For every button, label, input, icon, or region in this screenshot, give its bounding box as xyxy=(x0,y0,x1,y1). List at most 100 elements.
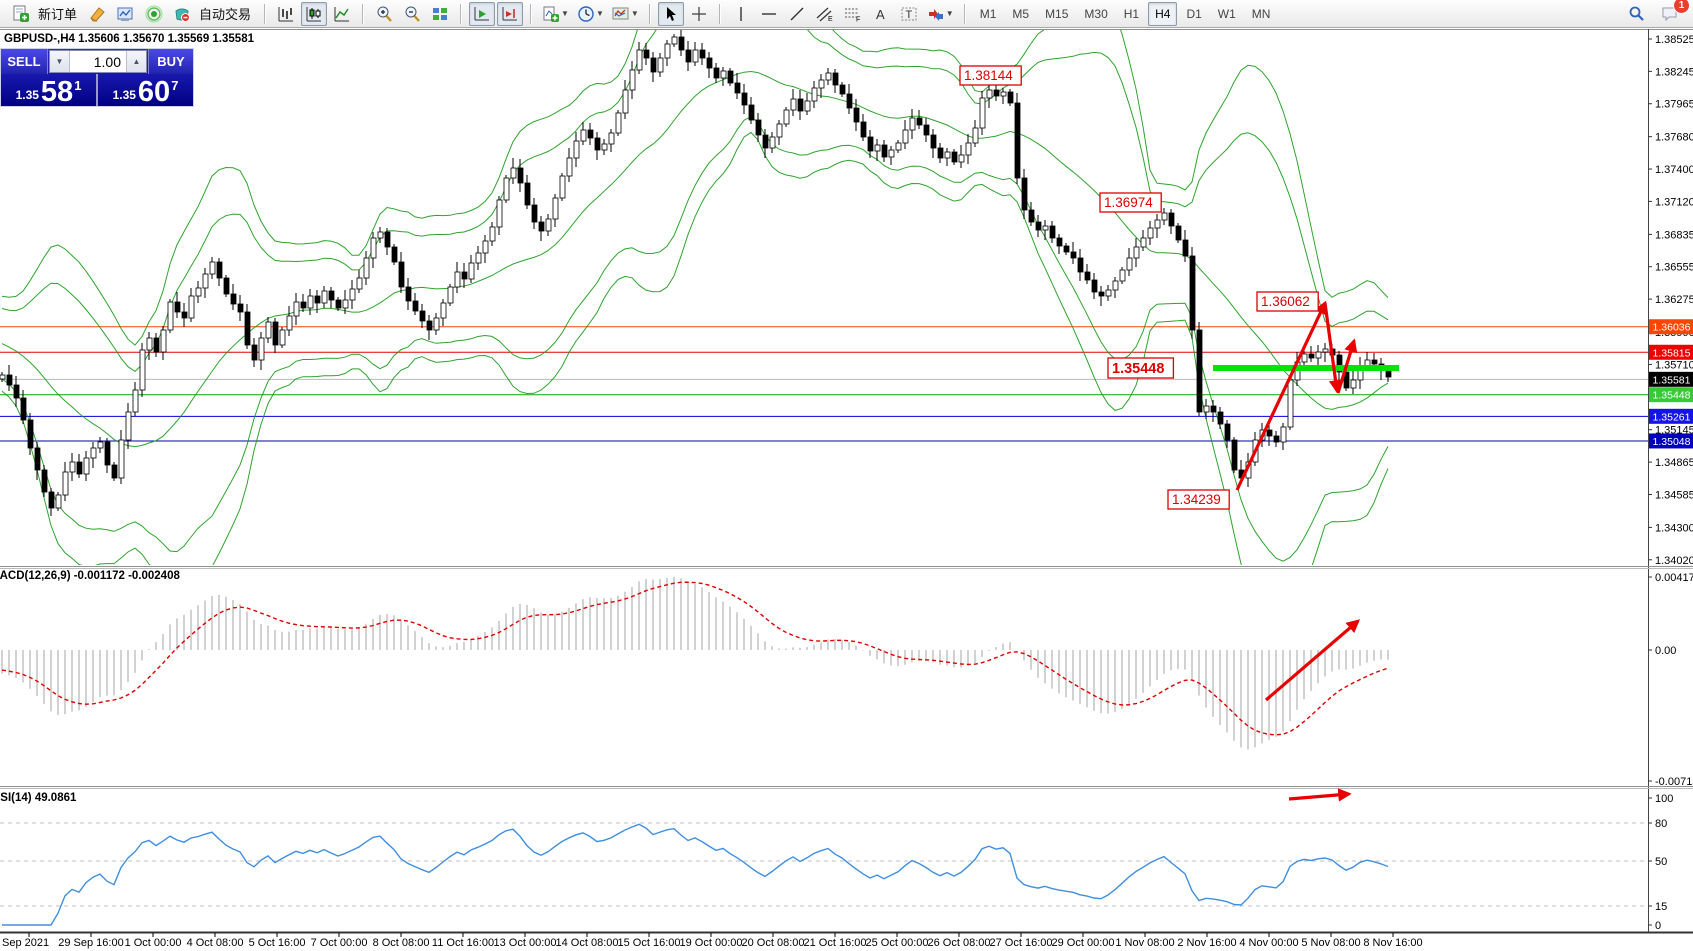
bar-chart-button[interactable] xyxy=(273,2,299,26)
svg-text:1.34300: 1.34300 xyxy=(1655,522,1693,534)
svg-text:1.37120: 1.37120 xyxy=(1655,196,1693,208)
trend-arrows[interactable] xyxy=(1235,300,1358,491)
svg-text:11 Oct 16:00: 11 Oct 16:00 xyxy=(432,937,494,949)
notification-badge[interactable]: 1 xyxy=(1673,0,1690,14)
crosshair-icon xyxy=(691,6,706,21)
market-watch-button[interactable] xyxy=(113,2,139,26)
algo-trading-icon xyxy=(175,8,191,22)
zoom-out-button[interactable] xyxy=(399,2,425,26)
volume-decrease-button[interactable]: ▼ xyxy=(50,51,70,72)
cursor-icon xyxy=(666,6,676,21)
price-annotation-label[interactable]: 1.35448 xyxy=(1107,357,1175,379)
buy-price-display[interactable]: 1.35 60 7 xyxy=(98,74,193,108)
cursor-button[interactable] xyxy=(657,1,684,26)
timeframe-h4[interactable]: H4 xyxy=(1148,1,1178,26)
new-order-icon xyxy=(13,5,29,22)
svg-text:19 Oct 00:00: 19 Oct 00:00 xyxy=(680,937,743,949)
timeframe-m5[interactable]: M5 xyxy=(1012,6,1030,21)
fibonacci-icon: F xyxy=(844,8,860,22)
svg-text:80: 80 xyxy=(1655,818,1667,830)
trendline-button[interactable] xyxy=(784,2,810,26)
timeframe-d1[interactable]: D1 xyxy=(1186,6,1202,21)
text-label-button[interactable]: T xyxy=(896,2,922,26)
svg-text:13 Oct 00:00: 13 Oct 00:00 xyxy=(494,937,557,949)
svg-text:1.38144: 1.38144 xyxy=(964,68,1013,83)
price-axis[interactable]: 1.38525 1.38245 1.37965 1.37680 1.37400 1.371… xyxy=(1648,34,1693,567)
price-annotation-label[interactable]: 1.36974 xyxy=(1099,192,1162,213)
search-icon xyxy=(1629,6,1644,21)
crosshair-button[interactable] xyxy=(686,2,712,26)
search-button[interactable] xyxy=(1623,2,1649,26)
bar-chart-icon xyxy=(278,6,294,21)
buy-button[interactable]: BUY xyxy=(148,49,193,74)
vertical-line-button[interactable] xyxy=(728,2,754,26)
tile-windows-icon xyxy=(433,7,448,20)
volume-increase-button[interactable]: ▲ xyxy=(126,51,146,72)
buy-price-small: 1.35 xyxy=(112,88,136,102)
buy-price-big: 60 xyxy=(137,76,171,108)
algo-trading-button[interactable] xyxy=(169,2,195,26)
svg-text:0.00: 0.00 xyxy=(1655,645,1676,657)
template-button[interactable]: ▼ xyxy=(609,2,642,26)
timeframe-h1[interactable]: H1 xyxy=(1123,6,1140,21)
svg-text:1.35581: 1.35581 xyxy=(1653,374,1691,386)
macd-signal-line xyxy=(1,581,1389,736)
timeframe-m1[interactable]: M1 xyxy=(979,6,997,21)
chat-button[interactable]: 1 xyxy=(1657,0,1690,26)
rsi-indicator-label: RSI(14) 49.0861 xyxy=(0,792,77,804)
tile-windows-button[interactable] xyxy=(427,2,453,26)
timeframe-w1[interactable]: W1 xyxy=(1217,6,1236,21)
auto-scroll-button[interactable] xyxy=(469,1,496,26)
svg-text:Sep 2021: Sep 2021 xyxy=(2,937,49,949)
svg-text:4 Nov 00:00: 4 Nov 00:00 xyxy=(1239,937,1298,949)
period-button[interactable]: ▼ xyxy=(574,2,607,26)
date-axis[interactable]: Sep 2021 29 Sep 16:00 1 Oct 00:00 4 Oct 08:… xyxy=(2,933,1423,949)
signal-button[interactable] xyxy=(141,2,167,26)
line-chart-button[interactable] xyxy=(329,2,355,26)
price-annotation-label[interactable]: 1.38144 xyxy=(959,65,1022,86)
sell-price-small: 1.35 xyxy=(15,88,39,102)
macd-indicator-label: MACD(12,26,9) -0.001172 -0.002408 xyxy=(0,570,180,582)
zoom-in-button[interactable] xyxy=(371,2,397,26)
new-order-label[interactable]: 新订单 xyxy=(38,7,78,22)
styler-button[interactable] xyxy=(85,2,111,26)
add-indicator-button[interactable]: ▼ xyxy=(539,2,572,26)
svg-text:8 Oct 08:00: 8 Oct 08:00 xyxy=(373,937,430,949)
algo-trading-label[interactable]: 自动交易 xyxy=(199,7,252,22)
svg-text:1 Oct 00:00: 1 Oct 00:00 xyxy=(125,937,182,949)
shapes-button[interactable]: ▼ xyxy=(924,2,957,26)
macd-trend-arrow[interactable] xyxy=(1264,619,1361,702)
buy-price-sup: 7 xyxy=(171,78,179,93)
volume-input[interactable]: 1.00 xyxy=(93,54,121,70)
svg-text:1 Nov 08:00: 1 Nov 08:00 xyxy=(1115,937,1174,949)
candlestick-chart-icon xyxy=(306,6,322,21)
equidistant-channel-button[interactable]: E xyxy=(812,2,838,26)
chart-shift-button[interactable] xyxy=(497,1,524,26)
price-annotation-label[interactable]: 1.34239 xyxy=(1167,489,1230,510)
horizontal-line-button[interactable] xyxy=(756,2,782,26)
price-marker: 1.35261 xyxy=(1649,408,1693,424)
toolbar-separator xyxy=(362,3,365,24)
toolbar-separator xyxy=(530,3,533,24)
timeframe-mn[interactable]: MN xyxy=(1251,6,1271,21)
candlestick-chart-button[interactable] xyxy=(301,1,328,26)
fibonacci-button[interactable]: F xyxy=(840,2,866,26)
toolbar-separator xyxy=(718,3,721,24)
svg-text:1.36555: 1.36555 xyxy=(1655,262,1693,274)
toolbar-separator xyxy=(264,3,267,24)
new-order-button[interactable] xyxy=(8,2,34,26)
timeframe-m30[interactable]: M30 xyxy=(1084,6,1108,21)
price-annotation-label[interactable]: 1.36062 xyxy=(1256,291,1319,312)
sell-price-display[interactable]: 1.35 58 1 xyxy=(1,74,98,107)
svg-text:1.37400: 1.37400 xyxy=(1655,164,1693,176)
macd-histogram xyxy=(1,576,1389,750)
svg-text:1.35710: 1.35710 xyxy=(1655,359,1693,371)
volume-spinner[interactable]: ▼ 1.00 ▲ xyxy=(49,50,147,73)
timeframe-m15[interactable]: M15 xyxy=(1045,6,1069,21)
text-button[interactable]: A xyxy=(868,2,894,26)
sell-button[interactable]: SELL xyxy=(1,49,48,74)
rsi-trend-arrow[interactable] xyxy=(1288,788,1352,802)
sell-price-sup: 1 xyxy=(74,78,82,93)
